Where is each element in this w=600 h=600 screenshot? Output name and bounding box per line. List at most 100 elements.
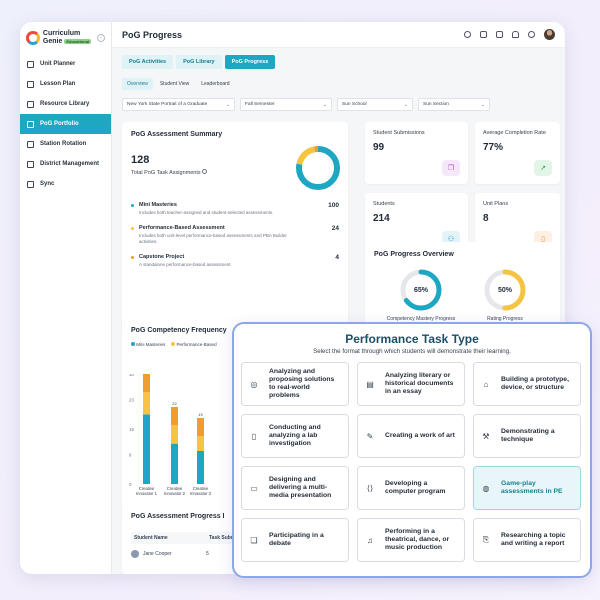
task-type-option[interactable]: ◎ Analyzing and proposing solutions to re…: [241, 362, 349, 406]
summary-item-header: Mini Masteries 100: [131, 202, 339, 209]
task-type-label: Conducting and analyzing a lab investiga…: [269, 424, 321, 447]
task-type-option[interactable]: ⎘ Researching a topic and writing a repor…: [473, 518, 581, 562]
resource-library-icon: [27, 100, 34, 108]
tab-pog-library[interactable]: PoG Library: [176, 55, 222, 69]
task-type-option[interactable]: ▯ Conducting and analyzing a lab investig…: [241, 414, 349, 458]
bar-segment: [171, 443, 178, 484]
sidebar-item-label: Station Rotation: [40, 141, 87, 147]
code-icon: ⟨⟩: [366, 483, 374, 493]
tab-pog-activities[interactable]: PoG Activities: [122, 55, 174, 69]
chat-icon[interactable]: [464, 31, 471, 38]
card-title: PoG Assessment Progress I: [131, 513, 225, 520]
legend-item: Performance-Based: [171, 342, 217, 347]
pog-portfolio-icon: [27, 120, 34, 128]
graduation-cap-icon[interactable]: [496, 31, 503, 38]
x-tick-label: Creative: [193, 486, 209, 491]
task-type-option[interactable]: ⟨⟩ Developing a computer program: [357, 466, 465, 510]
task-type-option[interactable]: ✎ Creating a work of art: [357, 414, 465, 458]
task-type-option[interactable]: ❏ Participating in a debate: [241, 518, 349, 562]
filter-value: Sun School: [342, 102, 367, 107]
globe-icon: ◎: [250, 379, 258, 389]
pog-framework-select[interactable]: New York State Portrait of a Graduate ⌄: [122, 98, 235, 111]
dialog-subtitle: Select the format through which students…: [313, 348, 511, 355]
card-title: PoG Progress Overview: [374, 251, 454, 258]
task-type-label: Developing a computer program: [385, 480, 446, 495]
summary-item-count: 100: [328, 202, 339, 209]
notes-icon[interactable]: [480, 31, 487, 38]
y-tick-label: 0: [129, 482, 132, 487]
sidebar-item-district-management[interactable]: District Management: [20, 154, 111, 174]
school-select[interactable]: Sun School ⌄: [337, 98, 413, 111]
legend-item: Mini Masteries: [131, 342, 165, 347]
y-tick-label: 23: [129, 398, 135, 403]
gear-icon[interactable]: [528, 31, 535, 38]
task-type-options: ◎ Analyzing and proposing solutions to re…: [241, 362, 583, 562]
task-type-label: Performing in a theatrical, dance, or mu…: [385, 528, 450, 551]
bell-icon[interactable]: [512, 31, 519, 38]
gauge-value: 65%: [414, 287, 429, 294]
progress-gauges: 65% Competency Mastery Progress 50% Rating …: [387, 269, 526, 322]
task-type-label: Designing and delivering a multi-media p…: [269, 476, 332, 499]
sidebar-item-unit-planner[interactable]: Unit Planner: [20, 54, 111, 74]
sidebar-item-resource-library[interactable]: Resource Library: [20, 94, 111, 114]
sidebar-item-label: Sync: [40, 181, 55, 187]
tab-overview[interactable]: Overview: [122, 78, 153, 90]
summary-item-name: Performance-Based Assessment: [139, 225, 225, 231]
top-icons: [464, 29, 555, 40]
summary-item-name: Mini Masteries: [139, 202, 177, 208]
column-header: Student Name: [134, 535, 168, 541]
section-select[interactable]: Sun Section ⌄: [418, 98, 490, 111]
summary-item: Mini Masteries 100 Includes both teacher-a…: [131, 202, 339, 216]
sidebar-item-station-rotation[interactable]: Station Rotation: [20, 134, 111, 154]
document-icon: ▤: [366, 379, 374, 389]
monitor-icon: ▭: [250, 483, 258, 493]
task-type-option[interactable]: ⚒ Demonstrating a technique: [473, 414, 581, 458]
tab-leaderboard[interactable]: Leaderboard: [201, 81, 230, 87]
tab-student-view[interactable]: Student View: [159, 81, 190, 87]
performance-task-type-dialog: Performance Task Type Select the format …: [232, 322, 592, 578]
brand-name: Curriculum Genie Educational: [42, 30, 92, 46]
summary-item-count: 4: [335, 254, 339, 261]
legend-dot: [131, 256, 134, 259]
summary-list: Mini Masteries 100 Includes both teacher-a…: [131, 202, 339, 268]
semester-select[interactable]: Fall Semester ⌄: [240, 98, 332, 111]
x-tick-label: Innovator 2: [164, 491, 186, 496]
sidebar-item-lesson-plan[interactable]: Lesson Plan: [20, 74, 111, 94]
info-icon[interactable]: [202, 169, 208, 174]
sidebar-item-pog-portfolio[interactable]: PoG Portfolio: [20, 114, 111, 134]
legend-dot: [131, 227, 134, 230]
tab-pog-progress[interactable]: PoG Progress: [224, 55, 276, 69]
unit-planner-icon: [27, 60, 34, 68]
sidebar-item-sync[interactable]: Sync: [20, 174, 111, 194]
total-label: Total PoG Task Assignments: [131, 170, 201, 176]
app-window: Curriculum Genie Educational ‹ Unit Plann…: [20, 22, 565, 574]
logo-icon: [26, 31, 40, 45]
ball-icon: ◍: [482, 483, 490, 493]
student-submissions-card: Student Submissions 99 ❐: [365, 122, 468, 184]
chevron-down-icon: ⌄: [322, 101, 327, 108]
bar-segment: [197, 436, 204, 451]
summary-item-name: Capstone Project: [139, 254, 185, 260]
task-type-option[interactable]: ▭ Designing and delivering a multi-media …: [241, 466, 349, 510]
summary-item: Performance-Based Assessment 24 Includes b…: [131, 225, 339, 245]
x-tick-label: Innovator 1: [136, 491, 158, 496]
avatar[interactable]: [544, 29, 555, 40]
y-tick-label: 15: [129, 427, 135, 432]
gauge-fill: [400, 269, 442, 311]
summary-item: Capstone Project 4 A standalone performanc…: [131, 254, 339, 268]
brand-line1: Curriculum: [42, 30, 81, 37]
assessment-summary-card: PoG Assessment Summary 128 Total PoG Tas…: [122, 122, 348, 330]
tools-icon: ⌂: [483, 379, 489, 389]
task-type-option[interactable]: ⌂ Building a prototype, device, or struct…: [473, 362, 581, 406]
topbar: PoG Progress: [112, 22, 565, 48]
sidebar: Curriculum Genie Educational ‹ Unit Plann…: [20, 22, 112, 574]
task-type-option[interactable]: ◍ Game-play assessments in PE: [473, 466, 581, 510]
document-icon: ❐: [442, 160, 460, 176]
brand: Curriculum Genie Educational ‹: [20, 22, 111, 54]
table-row[interactable]: Jane Cooper 5: [131, 550, 248, 558]
collapse-sidebar-icon[interactable]: ‹: [97, 34, 105, 42]
task-type-option[interactable]: ▤ Analyzing literary or historical docume…: [357, 362, 465, 406]
x-tick-label: Creative: [139, 486, 155, 491]
task-type-option[interactable]: ♫ Performing in a theatrical, dance, or m…: [357, 518, 465, 562]
task-type-label: Participating in a debate: [269, 532, 324, 547]
